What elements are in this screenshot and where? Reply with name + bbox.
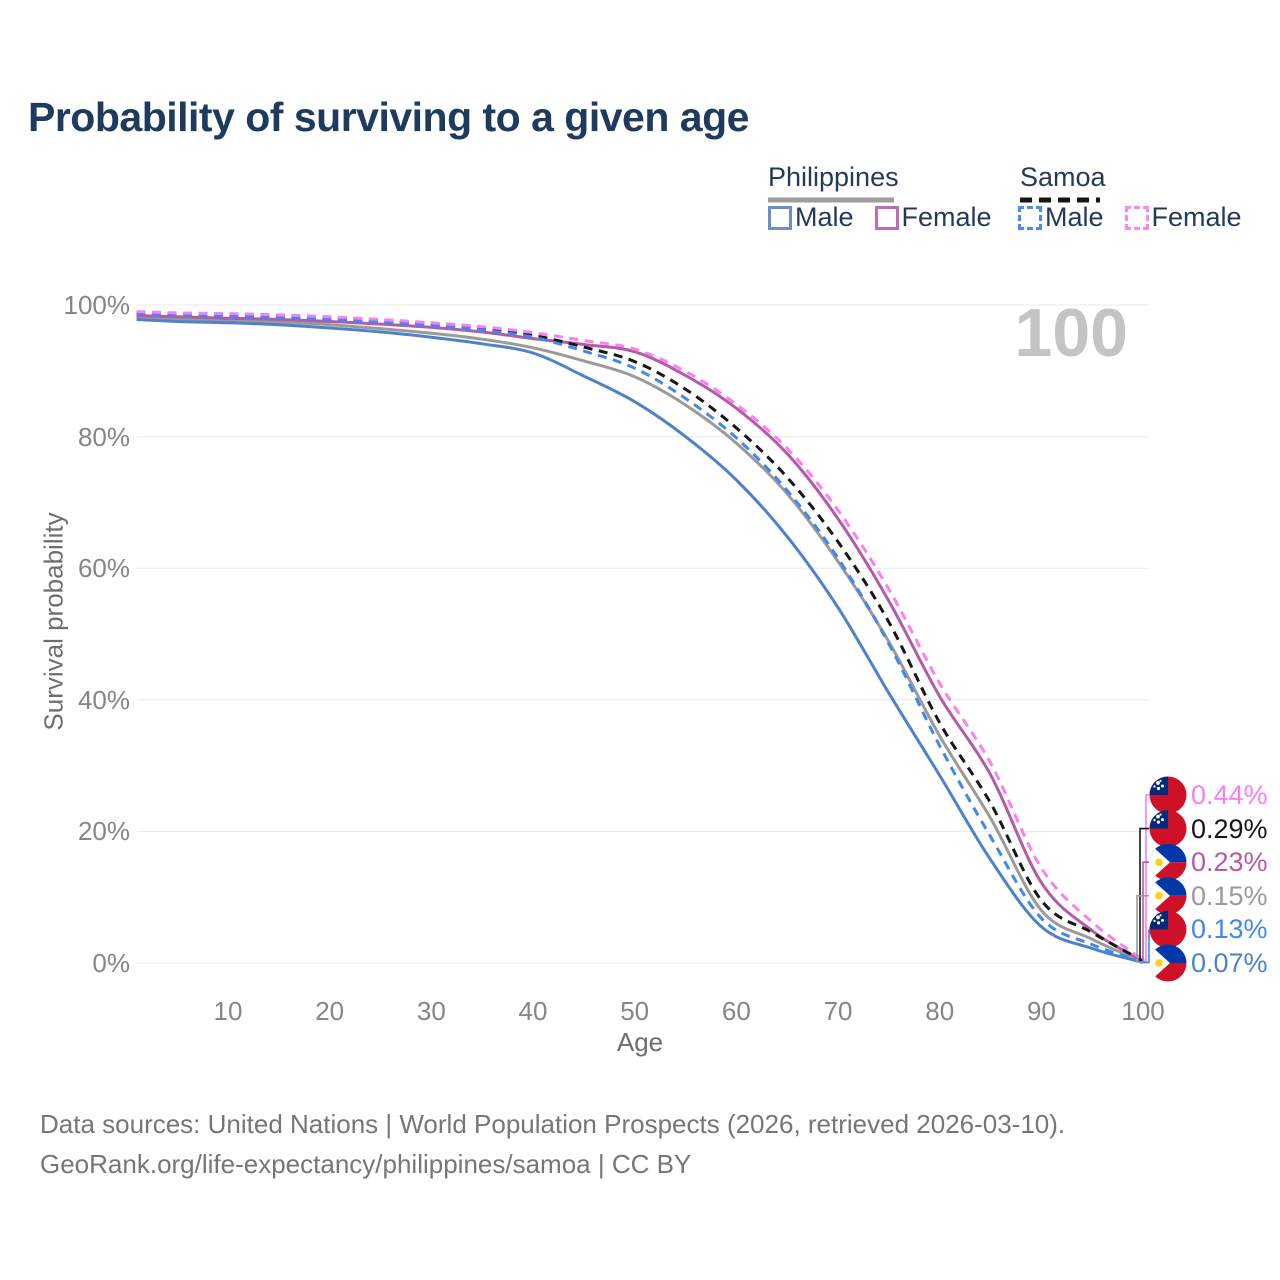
legend-swatch-samoa-female[interactable] xyxy=(1124,205,1149,230)
y-tick-label: 60% xyxy=(77,553,130,584)
legend-group-title: Samoa xyxy=(1020,162,1106,192)
legend-item-label: Male xyxy=(1045,202,1104,232)
attribution-line: GeoRank.org/life-expectancy/philippines/… xyxy=(40,1149,692,1179)
legend-item-samoa-male[interactable]: Male xyxy=(1018,202,1104,233)
series-line-philippines-male[interactable] xyxy=(136,318,1144,964)
end-label-connector xyxy=(1136,895,1149,963)
x-tick-label: 20 xyxy=(315,996,345,1026)
x-tick-label: 30 xyxy=(416,996,446,1026)
x-tick-label: 50 xyxy=(620,996,650,1026)
end-value-label-philippines-both-sexes: 0.15% xyxy=(1191,880,1268,911)
x-tick-label: 40 xyxy=(518,996,548,1026)
end-value-label-philippines-male: 0.07% xyxy=(1191,948,1268,978)
flag-icon-philippines xyxy=(1149,944,1187,982)
end-value-label-samoa-both-sexes: 0.29% xyxy=(1191,813,1268,844)
end-value-label-samoa-female: 0.44% xyxy=(1191,780,1268,810)
flag-icon-philippines xyxy=(1149,843,1187,881)
legend-item-samoa-female[interactable]: Female xyxy=(1124,202,1242,233)
series-line-philippines-female[interactable] xyxy=(136,314,1144,963)
end-label-connector xyxy=(1143,794,1149,961)
data-sources-line: Data sources: United Nations | World Pop… xyxy=(40,1109,1066,1139)
end-value-label-samoa-male: 0.13% xyxy=(1191,914,1268,945)
legend-dashed-line-sample xyxy=(1020,197,1100,203)
x-tick-label: 60 xyxy=(721,996,751,1026)
legend-group-title: Philippines xyxy=(768,162,899,192)
x-tick-label: 10 xyxy=(213,996,243,1026)
x-tick-label: 100 xyxy=(1121,996,1165,1026)
legend-item-label: Male xyxy=(795,202,854,232)
legend-item-philippines-female[interactable]: Female xyxy=(874,202,992,233)
flag-icon-samoa xyxy=(1149,810,1187,848)
x-tick-label: 80 xyxy=(925,996,955,1026)
legend-solid-line-sample xyxy=(768,197,894,203)
series-line-samoa-female[interactable] xyxy=(136,310,1144,962)
legend-swatch-samoa-male[interactable] xyxy=(1018,205,1042,230)
series-line-philippines-both-sexes[interactable] xyxy=(136,316,1144,964)
flag-icon-philippines xyxy=(1149,877,1187,915)
flag-icon-samoa xyxy=(1149,910,1187,948)
legend-item-philippines-male[interactable]: Male xyxy=(768,202,854,233)
end-value-label-philippines-female: 0.23% xyxy=(1191,847,1268,878)
flag-icon-samoa xyxy=(1149,776,1187,814)
y-tick-label: 40% xyxy=(77,684,130,715)
legend-group-samoa: Samoa xyxy=(1020,162,1260,203)
age-watermark: 100 xyxy=(1014,295,1128,371)
series-line-samoa-male[interactable] xyxy=(136,312,1144,964)
legend-item-label: Female xyxy=(1151,202,1242,232)
y-tick-label: 80% xyxy=(77,421,130,452)
legend-swatch-philippines-male[interactable] xyxy=(768,205,792,230)
x-tick-label: 70 xyxy=(823,996,853,1026)
x-axis-title: Age xyxy=(616,1027,664,1057)
end-label-connector xyxy=(1142,861,1149,962)
y-tick-label: 0% xyxy=(92,948,130,978)
legend-swatch-philippines-female[interactable] xyxy=(874,205,899,230)
end-label-connector xyxy=(1139,827,1149,962)
footer-note: Data sources: United Nations | World Pop… xyxy=(40,1104,1065,1184)
legend-item-label: Female xyxy=(901,202,992,232)
page-title: Probability of surviving to a given age xyxy=(28,94,749,140)
y-tick-label: 20% xyxy=(77,816,130,847)
legend-group-philippines: Philippines xyxy=(768,162,968,203)
y-tick-label: 100% xyxy=(63,290,131,320)
x-tick-label: 90 xyxy=(1026,996,1056,1026)
